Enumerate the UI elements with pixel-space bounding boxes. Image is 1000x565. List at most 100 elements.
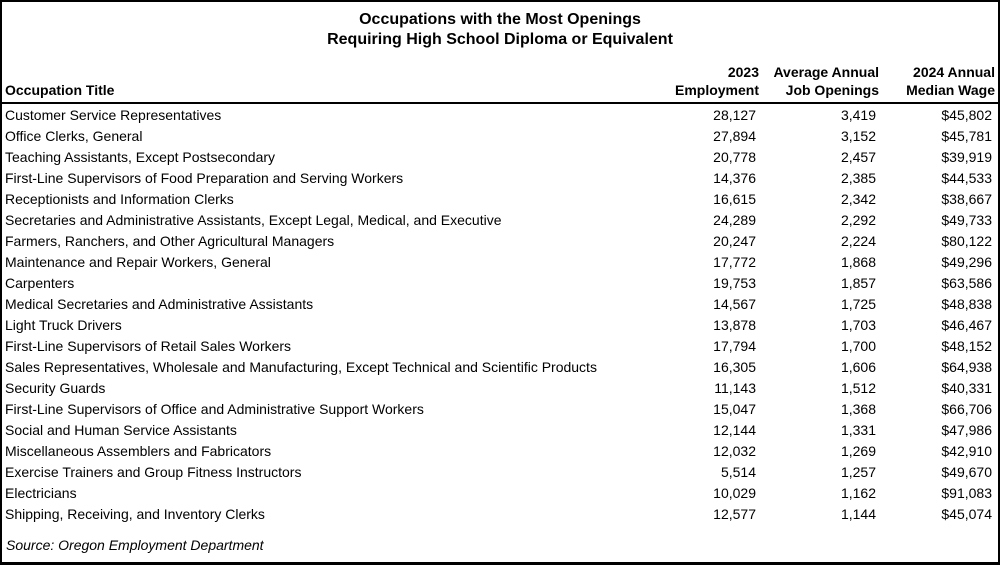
job-openings-cell: 1,703 [840,317,876,333]
job-openings-cell: 2,342 [840,191,876,207]
table-row: Security Guards 11,143 1,512 $40,331 [2,378,998,399]
employment-cell: 13,878 [713,317,756,333]
job-openings-cell: 2,457 [840,149,876,165]
job-openings-cell: 1,368 [840,401,876,417]
occupation-title-cell: Teaching Assistants, Except Postsecondar… [5,149,276,165]
job-openings-cell: 1,269 [840,443,876,459]
table-row: Exercise Trainers and Group Fitness Inst… [2,462,998,483]
occupation-title-cell: Security Guards [5,380,106,396]
median-wage-cell: $63,586 [941,275,992,291]
column-header-line-2: Employment [674,82,759,98]
median-wage-cell: $39,919 [941,149,992,165]
column-header-line-2: Median Wage [906,82,995,98]
employment-cell: 10,029 [713,485,756,501]
title-line-2: Requiring High School Diploma or Equival… [327,31,673,48]
job-openings-cell: 1,700 [840,338,876,354]
table-row: First-Line Supervisors of Food Preparati… [2,168,998,189]
employment-cell: 16,615 [713,191,756,207]
table-row: Customer Service Representatives 28,127 … [2,103,998,126]
column-header-2024-annual-median-wage: 2024 Annual Median Wage [882,50,998,104]
page-title: Occupations with the Most Openings Requi… [2,2,998,50]
table-row: Shipping, Receiving, and Inventory Clerk… [2,504,998,525]
occupation-title-cell: Shipping, Receiving, and Inventory Clerk… [5,506,265,522]
occupation-title-cell: First-Line Supervisors of Retail Sales W… [5,338,292,354]
job-openings-cell: 2,224 [840,233,876,249]
occupation-title-cell: Sales Representatives, Wholesale and Man… [5,359,597,375]
table-row: First-Line Supervisors of Retail Sales W… [2,336,998,357]
median-wage-cell: $45,074 [941,506,992,522]
table-row: Office Clerks, General 27,894 3,152 $45,… [2,126,998,147]
table-row: Medical Secretaries and Administrative A… [2,294,998,315]
employment-cell: 11,143 [714,380,756,396]
employment-cell: 24,289 [713,212,756,228]
occupation-title-cell: Farmers, Ranchers, and Other Agricultura… [5,233,335,249]
job-openings-cell: 3,152 [840,128,876,144]
occupation-title-cell: Exercise Trainers and Group Fitness Inst… [5,464,302,480]
employment-cell: 14,376 [713,170,756,186]
job-openings-cell: 1,331 [840,422,876,438]
median-wage-cell: $49,296 [941,254,992,270]
occupation-title-cell: Light Truck Drivers [5,317,122,333]
column-header-line-1: 2024 Annual [913,64,995,80]
median-wage-cell: $44,533 [941,170,992,186]
table-row: Farmers, Ranchers, and Other Agricultura… [2,231,998,252]
occupation-title-cell: Office Clerks, General [5,128,143,144]
median-wage-cell: $91,083 [941,485,992,501]
median-wage-cell: $48,838 [941,296,992,312]
employment-cell: 12,032 [713,443,756,459]
employment-cell: 15,047 [713,401,756,417]
median-wage-cell: $66,706 [941,401,992,417]
occupation-title-cell: Electricians [5,485,77,501]
occupation-title-cell: Carpenters [5,275,75,291]
median-wage-cell: $45,781 [941,128,992,144]
job-openings-cell: 3,419 [840,107,876,123]
occupation-title-cell: Customer Service Representatives [5,107,222,123]
occupation-title-cell: Social and Human Service Assistants [5,422,237,438]
job-openings-cell: 1,606 [840,359,876,375]
job-openings-cell: 1,144 [840,506,876,522]
table-row: Sales Representatives, Wholesale and Man… [2,357,998,378]
employment-cell: 5,514 [720,464,756,480]
median-wage-cell: $80,122 [941,233,992,249]
column-header-line-2: Job Openings [785,82,879,98]
table-row: Light Truck Drivers 13,878 1,703 $46,467 [2,315,998,336]
table-row: Carpenters 19,753 1,857 $63,586 [2,273,998,294]
median-wage-cell: $47,986 [941,422,992,438]
median-wage-cell: $49,733 [941,212,992,228]
table-body: Customer Service Representatives 28,127 … [2,103,998,525]
employment-cell: 19,753 [713,275,756,291]
occupation-title-cell: First-Line Supervisors of Office and Adm… [5,401,424,417]
column-header-line-2: Occupation Title [5,82,115,98]
job-openings-cell: 1,512 [840,380,876,396]
column-header-occupation-title: Occupation Title [2,50,654,104]
column-header-line-1: 2023 [727,64,759,80]
employment-cell: 16,305 [713,359,756,375]
occupation-title-cell: Miscellaneous Assemblers and Fabricators [5,443,272,459]
title-line-1: Occupations with the Most Openings [359,11,641,28]
job-openings-cell: 2,292 [840,212,876,228]
source-note: Source: Oregon Employment Department [6,537,264,553]
job-openings-cell: 2,385 [840,170,876,186]
median-wage-cell: $48,152 [941,338,992,354]
job-openings-cell: 1,725 [840,296,876,312]
table-row: Maintenance and Repair Workers, General … [2,252,998,273]
table-row: Secretaries and Administrative Assistant… [2,210,998,231]
employment-cell: 20,778 [713,149,756,165]
median-wage-cell: $64,938 [941,359,992,375]
occupation-title-cell: Medical Secretaries and Administrative A… [5,296,314,312]
median-wage-cell: $45,802 [941,107,992,123]
occupation-title-cell: Secretaries and Administrative Assistant… [5,212,502,228]
occupations-table: Occupation Title 2023 Employment Average… [2,50,998,525]
employment-cell: 27,894 [713,128,756,144]
job-openings-cell: 1,257 [840,464,876,480]
median-wage-cell: $42,910 [941,443,992,459]
table-row: Social and Human Service Assistants 12,1… [2,420,998,441]
job-openings-cell: 1,868 [840,254,876,270]
occupation-title-cell: First-Line Supervisors of Food Preparati… [5,170,404,186]
employment-cell: 28,127 [713,107,756,123]
employment-cell: 17,772 [713,254,756,270]
median-wage-cell: $46,467 [941,317,992,333]
occupation-title-cell: Maintenance and Repair Workers, General [5,254,271,270]
column-header-2023-employment: 2023 Employment [654,50,762,104]
